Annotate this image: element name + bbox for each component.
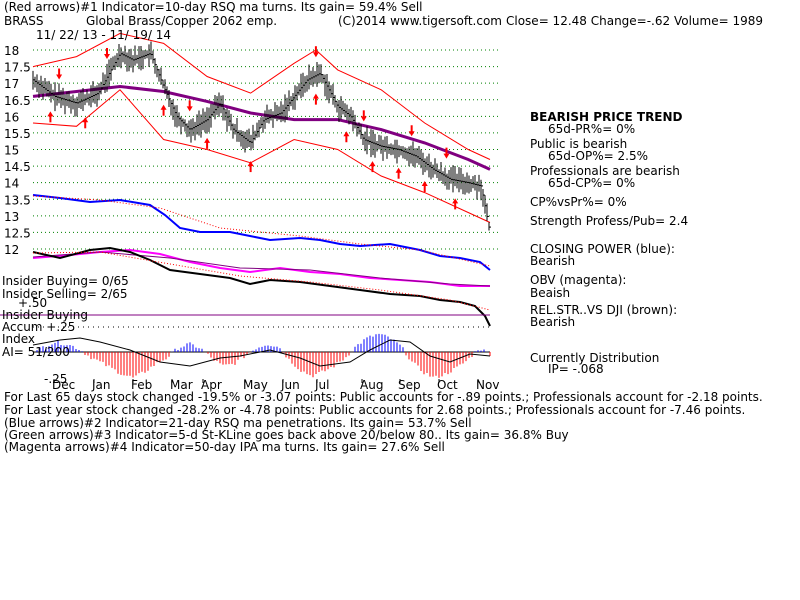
sell-arrow-icon <box>408 125 415 137</box>
insider-buying: Insider Buying= 0/65 <box>2 274 129 288</box>
indicator-3-line: (Green arrows)#3 Indicator=5-d St-KLine … <box>4 428 569 442</box>
sell-arrow-icon <box>56 68 63 80</box>
upper-band-line <box>32 32 491 160</box>
symbol: BRASS <box>4 14 44 28</box>
buy-arrow-icon <box>204 137 211 149</box>
y-tick-label: 12 <box>4 243 19 257</box>
cp-pct: 65d-CP%= 0% <box>548 176 636 190</box>
indicator-1-line: (Red arrows)#1 Indicator=10-day RSQ ma t… <box>4 0 423 14</box>
index-label: Index <box>2 332 36 346</box>
x-month-label: Oct <box>437 378 458 392</box>
buy-arrow-icon <box>160 104 167 116</box>
relstr-value: Bearish <box>530 315 576 329</box>
x-month-label: Aug <box>360 378 383 392</box>
y-tick-label: 12.5 <box>4 226 31 240</box>
x-month-label: Feb <box>131 378 152 392</box>
x-month-label: Mar <box>170 378 193 392</box>
y-tick-label: 13 <box>4 210 19 224</box>
footer-65day: For Last 65 days stock changed -19.5% or… <box>4 390 763 404</box>
pros-label: Professionals are bearish <box>530 164 680 178</box>
y-tick-label: 14 <box>4 177 19 191</box>
op-pct: 65d-OP%= 2.5% <box>548 149 648 163</box>
price-series <box>32 41 491 231</box>
y-tick-label: 18 <box>4 44 19 58</box>
insider-buying-2: Insider Buying <box>2 308 88 322</box>
y-tick-label: 13.5 <box>4 193 31 207</box>
closing-power-line <box>32 194 491 271</box>
relstr-ma <box>32 251 491 311</box>
x-month-label: May <box>243 378 268 392</box>
x-month-label: Nov <box>476 378 499 392</box>
indicator-4-line: (Magenta arrows)#4 Indicator=50-day IPA … <box>4 440 445 454</box>
pr-pct: 65d-PR%= 0% <box>548 122 636 136</box>
sell-arrow-icon <box>360 110 367 122</box>
ai-label: AI= 51/200 <box>2 345 70 359</box>
buy-arrow-icon <box>343 131 350 143</box>
buy-arrow-icon <box>47 111 54 123</box>
x-month-label: Dec <box>52 378 75 392</box>
x-month-label: Apr <box>201 378 222 392</box>
plus-50-label: +.50 <box>18 296 48 310</box>
y-tick-label: 15.5 <box>4 127 31 141</box>
buy-arrow-icon <box>82 117 89 129</box>
insider-selling: Insider Selling= 2/65 <box>2 287 128 301</box>
moving-average-line <box>32 84 491 171</box>
relstr-label: REL.STR..VS DJI (brown): <box>530 303 678 317</box>
close-change-volume: Close= 12.48 Change=-.62 Volume= 1989 <box>506 14 763 28</box>
signal-arrows <box>47 46 459 210</box>
company-name: Global Brass/Copper 2062 emp. <box>86 14 278 28</box>
obv-ma <box>32 251 491 287</box>
x-month-label: Sep <box>398 378 421 392</box>
x-month-label: Jan <box>91 378 111 392</box>
price-y-axis-ticks: 18 17.5 17 16.5 16 15.5 15 14.5 14 13.5 13 12.5 12 <box>4 44 31 257</box>
closing-power-ma <box>32 195 491 267</box>
buy-arrow-icon <box>312 93 319 105</box>
accum-ma-line <box>32 337 491 367</box>
x-month-label: Jun <box>280 378 300 392</box>
y-tick-label: 15 <box>4 144 19 158</box>
indicator-2-line: (Blue arrows)#2 Indicator=21-day RSQ ma … <box>4 416 472 430</box>
buy-arrow-icon <box>395 167 402 179</box>
footer-year: For Last year stock changed -28.2% or -4… <box>4 403 746 417</box>
closing-power-value: Bearish <box>530 254 576 268</box>
buy-arrow-icon <box>247 161 254 173</box>
y-tick-label: 16.5 <box>4 94 31 108</box>
closing-power-label: CLOSING POWER (blue): <box>530 242 675 256</box>
sell-arrow-icon <box>186 100 193 112</box>
accum-label: Accum +.25 <box>2 320 76 334</box>
distribution-label: Currently Distribution <box>530 351 660 365</box>
relstr-line <box>32 246 491 327</box>
cp-vs-pr: CP%vsPr%= 0% <box>530 195 627 209</box>
buy-arrow-icon <box>452 198 459 210</box>
trend-title: BEARISH PRICE TREND <box>530 110 683 124</box>
x-month-label: Jul <box>314 378 329 392</box>
obv-label: OBV (magenta): <box>530 273 627 287</box>
sell-arrow-icon <box>443 147 450 159</box>
copyright: (C)2014 www.tigersoft.com <box>338 14 502 28</box>
x-axis-month-labels: Dec Jan Feb Mar Apr May Jun Jul Aug Sep Oct Nov <box>52 378 499 392</box>
price-bands <box>32 32 491 223</box>
public-label: Public is bearish <box>530 137 628 151</box>
sell-arrow-icon <box>103 47 110 59</box>
obv-value: Beaish <box>530 286 571 300</box>
y-tick-label: 17.5 <box>4 61 31 75</box>
minus-25-label: -.25 <box>44 372 68 386</box>
y-tick-label: 16 <box>4 110 19 124</box>
buy-arrow-icon <box>421 180 428 192</box>
y-tick-label: 17 <box>4 77 19 91</box>
buy-arrow-icon <box>369 161 376 173</box>
y-tick-label: 14.5 <box>4 160 31 174</box>
ip-value: IP= -.068 <box>548 362 604 376</box>
sell-arrow-icon <box>312 46 319 58</box>
strength-ratio: Strength Profess/Pub= 2.4 <box>530 214 689 228</box>
date-range: 11/ 22/ 13 - 11/ 19/ 14 <box>36 28 172 42</box>
lower-band-line <box>32 89 491 223</box>
accumulation-histogram <box>36 333 491 378</box>
